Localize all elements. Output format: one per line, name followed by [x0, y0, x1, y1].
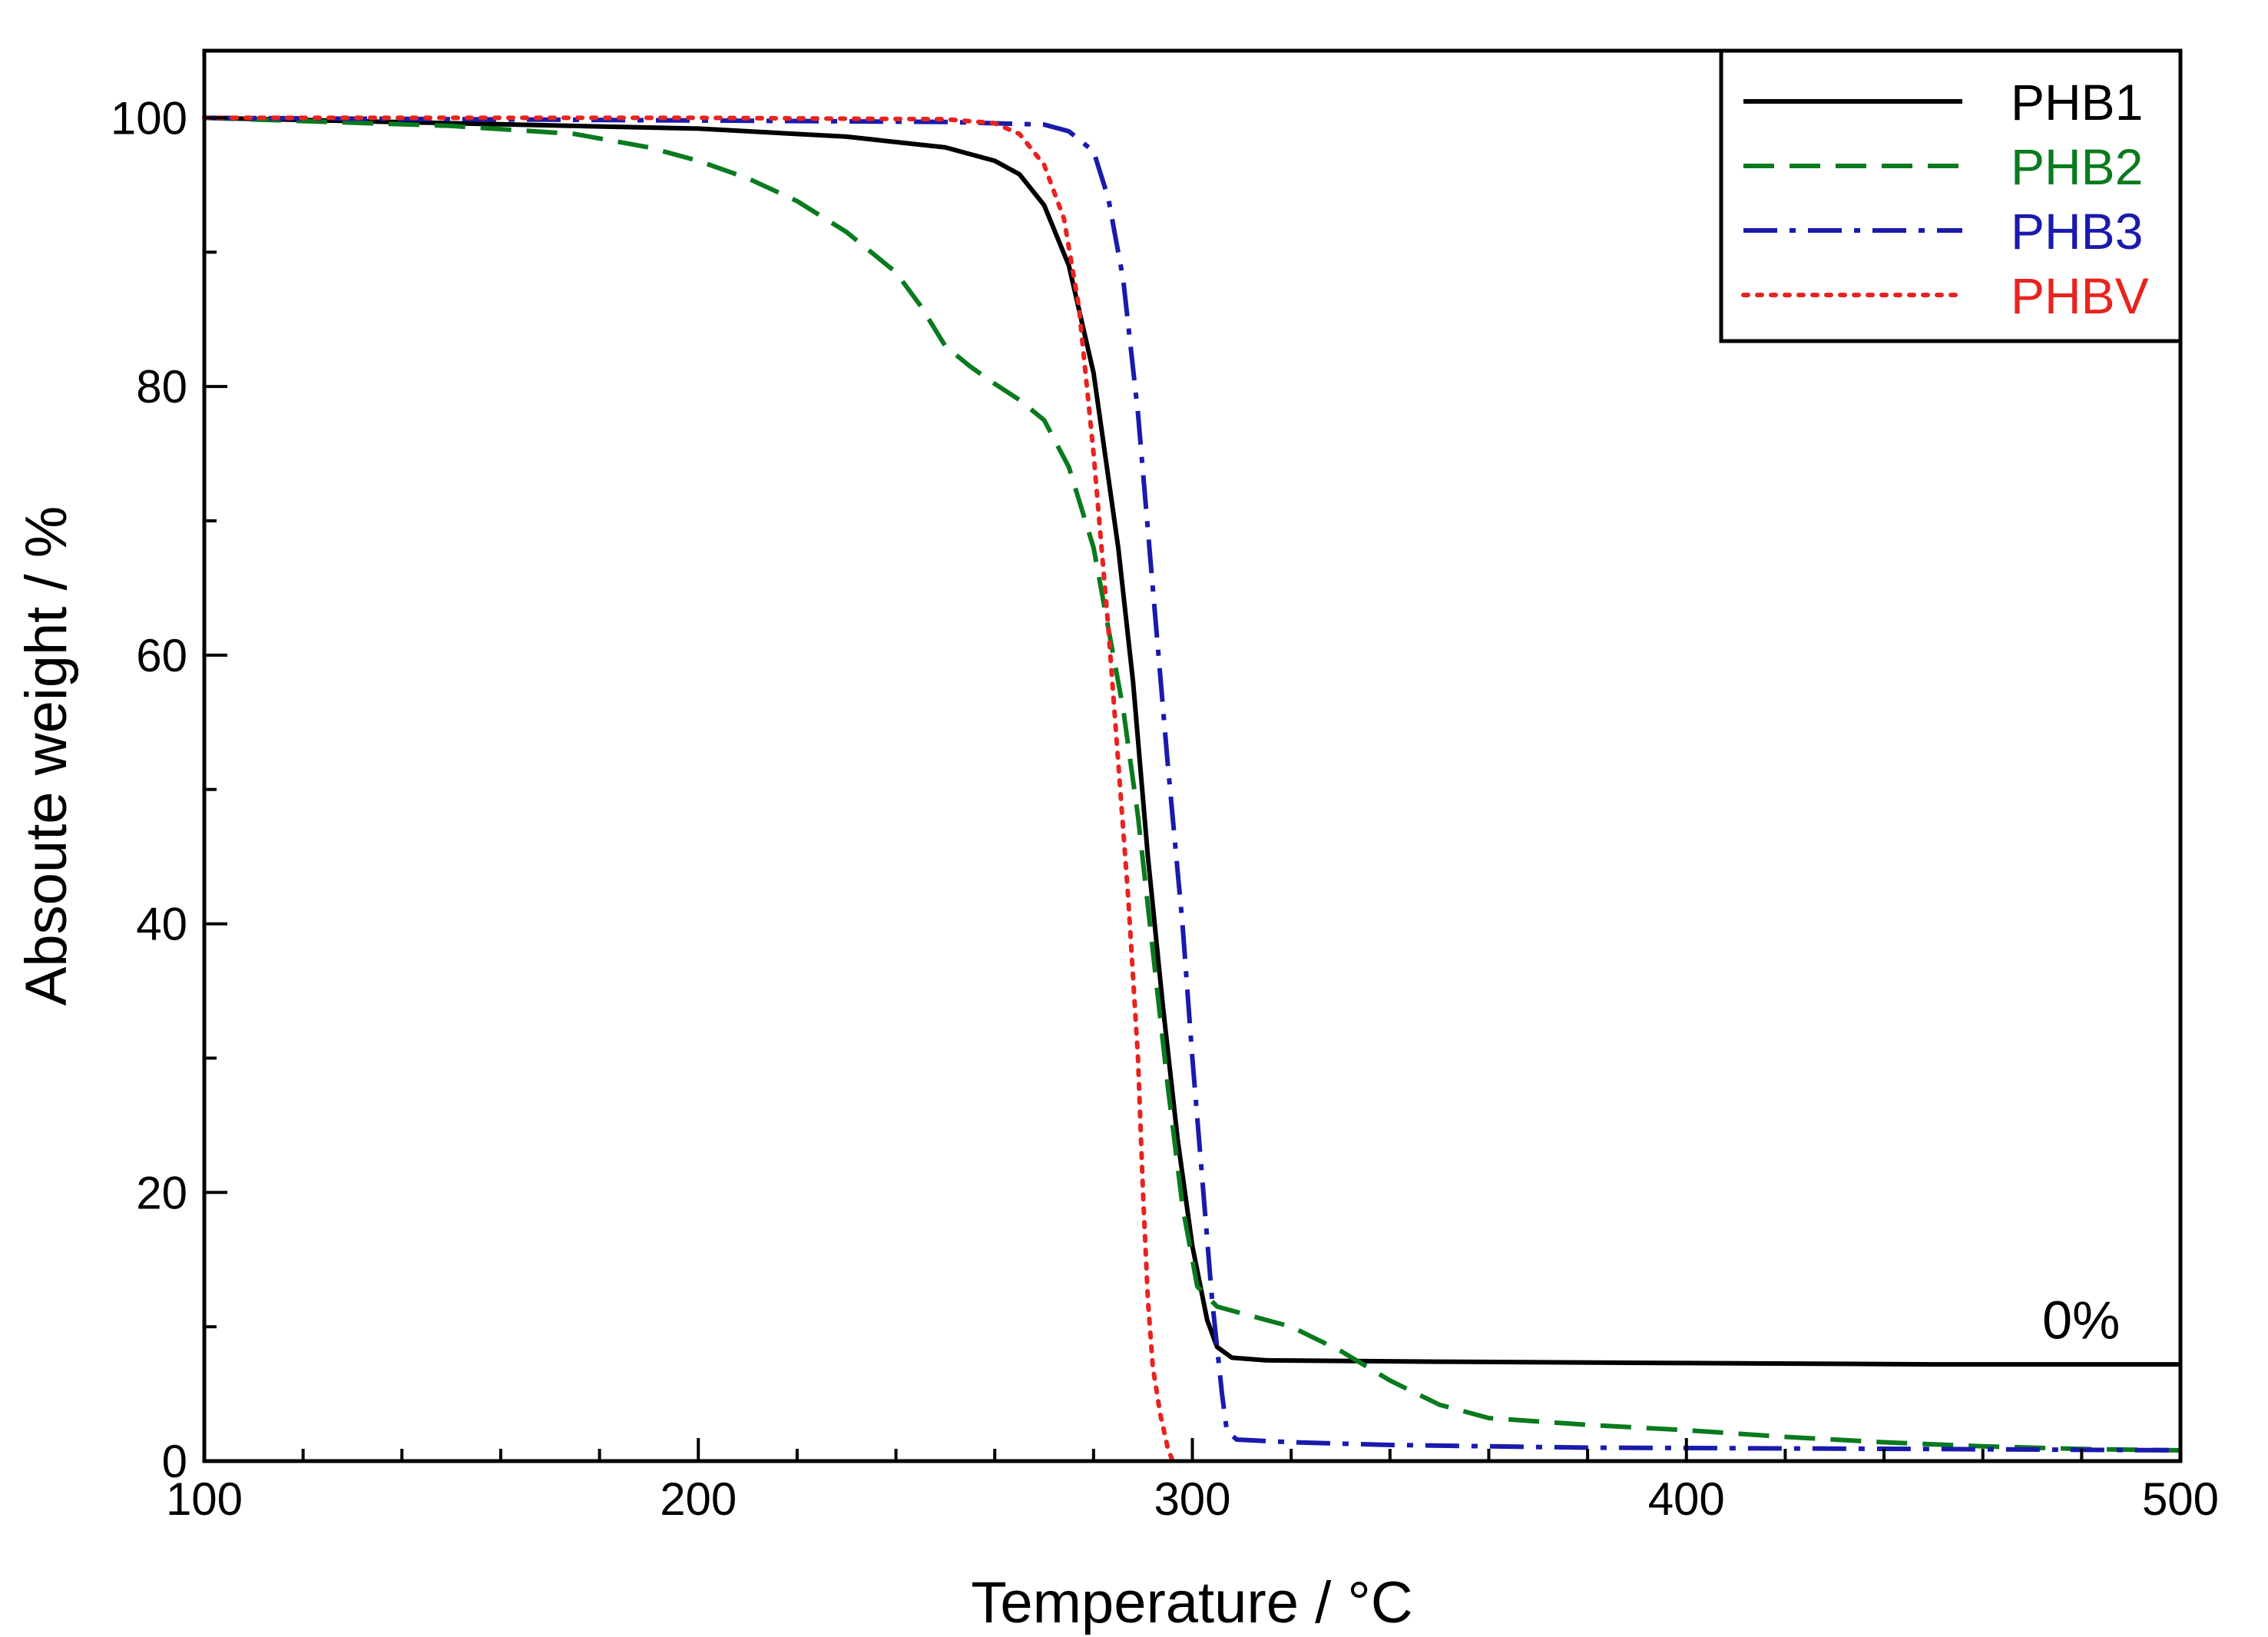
- x-tick-label-200: 200: [660, 1473, 737, 1525]
- annotation-0-percent: 0%: [2042, 1290, 2120, 1350]
- y-tick-label-100: 100: [111, 92, 187, 144]
- legend-label-phb2: PHB2: [2011, 138, 2143, 195]
- x-tick-label-100: 100: [166, 1473, 243, 1525]
- y-tick-label-80: 80: [136, 361, 187, 413]
- ticks-layer: [203, 116, 2182, 1463]
- y-tick-label-60: 60: [136, 630, 187, 681]
- legend-label-phbv: PHBV: [2011, 267, 2149, 324]
- tick-labels-layer: 100 200 300 400 500 0 20 40 60 80 100: [111, 92, 2219, 1525]
- legend-label-phb1: PHB1: [2011, 74, 2143, 131]
- x-tick-label-300: 300: [1154, 1473, 1230, 1525]
- series-line-phb3: [204, 115, 2181, 1453]
- y-tick-label-20: 20: [136, 1167, 187, 1218]
- x-tick-label-400: 400: [1648, 1473, 1725, 1525]
- legend-label-phb3: PHB3: [2011, 203, 2143, 260]
- x-tick-label-500: 500: [2142, 1473, 2219, 1525]
- y-tick-label-40: 40: [136, 899, 187, 950]
- curves-layer: [202, 115, 2181, 1463]
- y-tick-label-0: 0: [162, 1436, 187, 1487]
- series-line-phb2: [204, 115, 2181, 1453]
- series-line-phbv: [202, 115, 1175, 1463]
- series-line-phb1: [204, 115, 2180, 1367]
- y-axis-title: Absoute weight / %: [14, 506, 79, 1006]
- x-axis-title: Temperature / °C: [971, 1570, 1412, 1635]
- legend: PHB1 PHB2 PHB3 PHBV: [1719, 48, 2183, 343]
